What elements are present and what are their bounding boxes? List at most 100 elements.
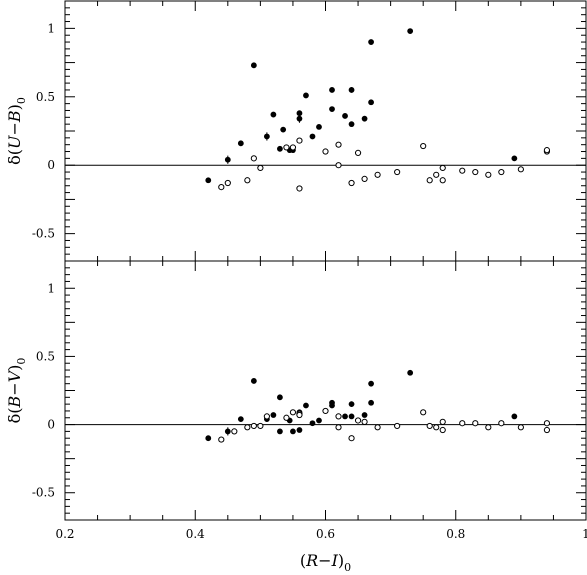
x-tick-label: 0.6 <box>316 527 335 541</box>
y-tick-label: -0.5 <box>32 486 55 500</box>
filled-data-point <box>511 155 518 162</box>
open-data-point <box>348 179 355 187</box>
open-data-point <box>394 168 401 176</box>
filled-data-point <box>368 39 374 45</box>
filled-data-point <box>342 113 348 119</box>
open-data-point <box>420 409 427 416</box>
open-data-point <box>335 413 342 420</box>
axis-label-part: B <box>5 396 24 409</box>
open-data-point <box>250 422 257 430</box>
open-data-point <box>439 164 446 172</box>
filled-data-point <box>205 435 212 442</box>
open-data-point <box>361 175 368 182</box>
open-data-point <box>283 144 290 151</box>
top-panel: -0.500.51δ(U−B)0 <box>5 0 587 262</box>
open-data-point <box>335 424 342 431</box>
y-axis-label: δ(B−V)0 <box>5 358 28 424</box>
open-data-point <box>433 171 440 178</box>
open-data-point <box>289 409 297 416</box>
x-tick-label: 0.4 <box>186 527 205 541</box>
open-data-point <box>394 422 401 430</box>
filled-data-point <box>348 87 355 93</box>
open-data-point <box>296 411 303 419</box>
axis-label-part: I <box>331 551 339 570</box>
filled-data-point <box>270 111 277 118</box>
y-tick-label: 0.5 <box>36 90 55 104</box>
y-tick-label: -0.5 <box>32 227 55 241</box>
filled-data-point <box>368 399 374 406</box>
axis-label-part: B <box>5 110 24 123</box>
open-data-point <box>472 420 479 427</box>
filled-data-point <box>348 401 355 408</box>
open-data-point <box>354 417 362 424</box>
open-data-point <box>257 164 264 172</box>
open-data-point <box>374 171 381 178</box>
filled-data-point <box>224 156 231 163</box>
filled-data-point <box>348 121 355 128</box>
axis-label-part: ) <box>5 104 24 110</box>
y-tick-label: 0 <box>47 418 55 432</box>
axis-label-part: V <box>5 369 24 382</box>
open-data-point <box>224 179 231 187</box>
axis-label-part: − <box>5 122 24 135</box>
filled-data-point <box>368 99 374 106</box>
open-data-point <box>426 422 433 430</box>
open-data-point <box>426 177 433 184</box>
filled-data-point <box>277 394 283 401</box>
open-data-point <box>296 137 303 144</box>
open-data-point <box>439 177 446 184</box>
axis-label-part: δ( <box>5 149 24 165</box>
filled-data-point <box>205 177 212 184</box>
open-data-point <box>289 144 297 151</box>
axis-label-part: − <box>5 382 24 395</box>
open-data-point <box>335 141 342 148</box>
x-tick-label: 0.8 <box>446 527 465 541</box>
filled-data-point <box>250 62 257 69</box>
filled-data-point <box>303 402 309 409</box>
filled-data-point <box>407 28 414 35</box>
open-data-point <box>322 148 329 155</box>
open-data-point <box>361 418 368 425</box>
open-data-point <box>459 167 466 174</box>
filled-data-point <box>224 428 231 435</box>
open-data-point <box>472 168 479 176</box>
open-data-point <box>459 420 466 427</box>
axis-label-part: − <box>318 551 331 570</box>
open-data-point <box>322 407 329 415</box>
open-data-point <box>244 177 251 184</box>
open-data-point <box>498 420 505 427</box>
filled-data-point <box>329 106 335 113</box>
open-data-point <box>335 162 342 169</box>
open-data-point <box>498 168 505 176</box>
open-data-point <box>244 424 251 431</box>
x-tick-label: 1 <box>582 527 587 541</box>
y-axis-label: δ(U−B)0 <box>5 97 28 165</box>
plot-frame <box>64 260 587 521</box>
open-data-point <box>348 435 355 442</box>
open-data-point <box>543 420 551 427</box>
open-data-point <box>517 166 524 173</box>
y-tick-label: 1 <box>47 21 55 35</box>
open-data-point <box>263 413 270 420</box>
axis-label-part: U <box>5 135 24 149</box>
axis-label-part: 0 <box>15 358 28 365</box>
filled-data-point <box>309 133 316 140</box>
filled-data-point <box>368 380 374 387</box>
filled-data-point <box>270 412 277 418</box>
open-data-point <box>543 147 551 154</box>
filled-data-point <box>329 87 335 93</box>
open-data-point <box>283 414 290 421</box>
plot-frame <box>64 0 587 262</box>
filled-data-point <box>316 417 322 424</box>
axis-label-part: 0 <box>344 561 351 574</box>
filled-data-point <box>296 110 303 117</box>
open-data-point <box>439 426 446 434</box>
open-data-point <box>543 426 551 434</box>
open-data-point <box>374 424 381 431</box>
filled-data-point <box>511 413 518 420</box>
filled-data-point <box>237 416 244 423</box>
filled-data-point <box>342 413 348 420</box>
open-data-point <box>420 142 427 150</box>
filled-data-point <box>348 413 355 420</box>
